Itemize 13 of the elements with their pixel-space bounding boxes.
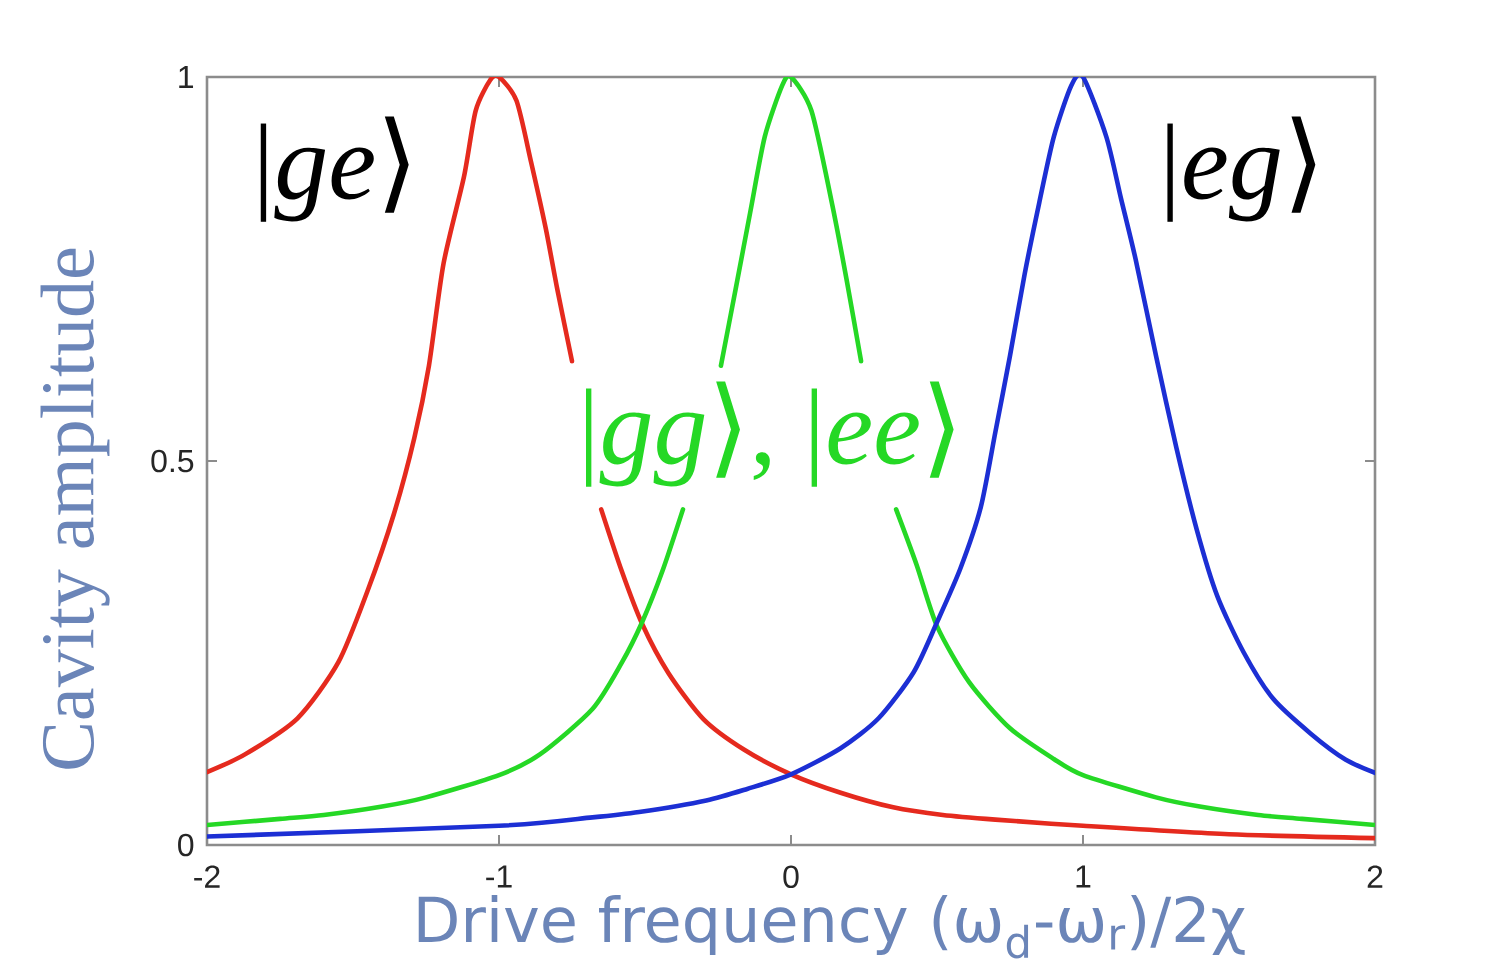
y-tick-label: 0 [178, 833, 194, 857]
x-tick-label: -1 [486, 865, 512, 888]
x-tick-label: 0 [783, 865, 799, 889]
series-label: |eg⟩ [1167, 116, 1316, 222]
x-axis-title: Drive frequency (ω$_{d}$-ω$_{r}$)/2χ [418, 894, 1245, 959]
series-label: |gg⟩, |ee⟩ [585, 381, 954, 487]
y-tick-label: 1 [179, 65, 194, 88]
y-axis-title: Cavity amplitude [40, 248, 110, 769]
y-tick-label: 0.5 [151, 449, 194, 473]
series-label: |ge⟩ [260, 116, 409, 222]
x-tick-label: 2 [1367, 865, 1383, 888]
x-tick-label: -2 [194, 865, 220, 888]
x-tick-label: 1 [1076, 865, 1091, 888]
